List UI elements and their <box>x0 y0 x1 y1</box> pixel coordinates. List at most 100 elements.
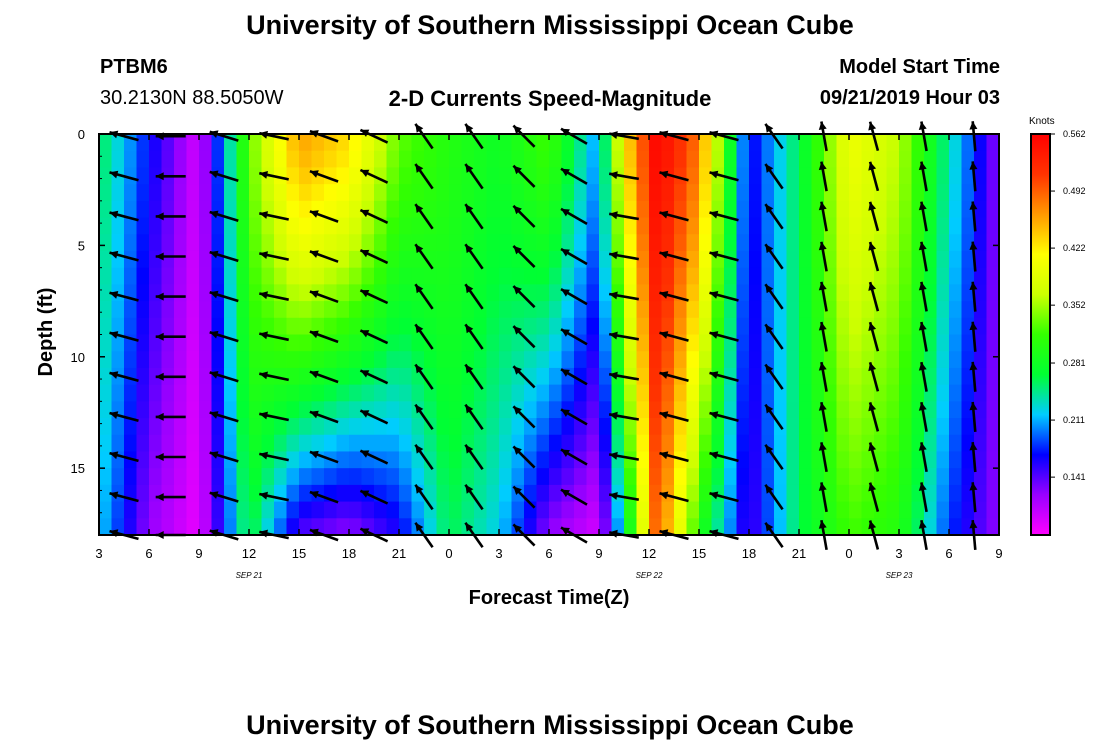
heatmap-cell <box>749 200 763 219</box>
heatmap-cell <box>324 301 338 319</box>
heatmap-cell <box>486 150 500 169</box>
heatmap-cell <box>149 267 163 285</box>
heatmap-cell <box>861 367 875 386</box>
heatmap-cell <box>186 484 200 503</box>
current-arrow <box>969 241 978 272</box>
heatmap-cell <box>524 217 538 235</box>
heatmap-cell <box>186 234 200 252</box>
heatmap-cell <box>524 484 538 503</box>
current-arrow <box>464 403 484 430</box>
heatmap-cell <box>311 234 325 252</box>
heatmap-cell <box>736 301 750 319</box>
heatmap-cell <box>186 334 200 352</box>
heatmap-cell <box>274 217 288 235</box>
heatmap-cell <box>386 518 400 536</box>
current-arrow <box>818 321 828 352</box>
heatmap-cell <box>849 484 863 503</box>
current-arrow <box>309 410 339 424</box>
heatmap-cell <box>824 434 838 453</box>
heatmap-cell <box>511 134 525 152</box>
heatmap-cell <box>436 217 450 235</box>
heatmap-cell <box>636 434 650 453</box>
heatmap-cell <box>174 317 188 336</box>
heatmap-cell <box>174 284 188 302</box>
current-arrow <box>309 210 339 223</box>
heatmap-cell <box>161 234 175 252</box>
heatmap-cell <box>736 134 750 152</box>
heatmap-cell <box>449 367 463 386</box>
heatmap-cell <box>336 200 350 219</box>
heatmap-cell <box>786 217 800 235</box>
heatmap-cell <box>974 434 988 453</box>
heatmap-cell <box>699 167 713 185</box>
heatmap-cell <box>324 518 338 536</box>
heatmap-cell <box>549 167 563 185</box>
current-arrow <box>608 411 640 421</box>
current-arrow <box>259 411 289 422</box>
heatmap-cell <box>174 451 188 469</box>
current-arrow <box>309 490 339 504</box>
heatmap-cell <box>361 234 375 252</box>
heatmap-cell <box>911 184 925 202</box>
heatmap-cell <box>361 384 375 402</box>
current-arrow <box>969 121 978 152</box>
heatmap-cell <box>924 200 938 219</box>
x-tick-label: 6 <box>945 546 952 561</box>
heatmap-cell <box>836 451 850 469</box>
heatmap-cell <box>649 184 663 202</box>
heatmap-cell <box>186 250 200 269</box>
heatmap-cell <box>836 234 850 252</box>
heatmap-cell <box>236 284 250 302</box>
heatmap-cell <box>124 401 138 419</box>
heatmap-cell <box>211 184 225 202</box>
heatmap-cell <box>799 468 813 486</box>
heatmap-cell <box>349 250 363 269</box>
heatmap-cell <box>736 484 750 503</box>
heatmap-cell <box>386 384 400 402</box>
heatmap-cell <box>349 301 363 319</box>
heatmap-cell <box>236 150 250 169</box>
heatmap-cell <box>574 167 588 185</box>
heatmap-cell <box>99 384 113 402</box>
heatmap-cell <box>761 184 775 202</box>
heatmap-cell <box>274 351 288 369</box>
heatmap-cell <box>399 451 413 469</box>
heatmap-cell <box>936 434 950 453</box>
heatmap-cell <box>874 351 888 369</box>
heatmap-cell <box>974 267 988 285</box>
heatmap-cell <box>686 250 700 269</box>
heatmap-cell <box>736 468 750 486</box>
heatmap-cell <box>474 150 488 169</box>
heatmap-cell <box>324 267 338 285</box>
heatmap-cell <box>649 418 663 436</box>
heatmap-cell <box>649 468 663 486</box>
heatmap-cell <box>599 401 613 419</box>
heatmap-cell <box>786 334 800 352</box>
heatmap-cell <box>274 267 288 285</box>
heatmap-cell <box>324 501 338 519</box>
heatmap-cell <box>161 384 175 402</box>
x-tick-label: 0 <box>445 546 452 561</box>
heatmap-cell <box>674 184 688 202</box>
heatmap-cell <box>836 267 850 285</box>
heatmap-cell <box>924 468 938 486</box>
heatmap-cell <box>574 150 588 169</box>
heatmap-cell <box>761 334 775 352</box>
heatmap-cell <box>261 217 275 235</box>
heatmap-cell <box>836 501 850 519</box>
heatmap-cell <box>611 184 625 202</box>
colorbar-tick-label: 0.211 <box>1063 415 1085 425</box>
heatmap-cell <box>261 134 275 152</box>
heatmap-cell <box>524 250 538 269</box>
heatmap-cell <box>224 301 238 319</box>
heatmap-cell <box>686 234 700 252</box>
heatmap-cell <box>536 134 550 152</box>
heatmap-cell <box>536 334 550 352</box>
heatmap-cell <box>836 217 850 235</box>
heatmap-cell <box>436 384 450 402</box>
heatmap-cell <box>199 317 213 336</box>
current-arrow <box>764 403 784 430</box>
heatmap-cell <box>774 451 788 469</box>
heatmap-cell <box>674 217 688 235</box>
heatmap-cell <box>849 451 863 469</box>
